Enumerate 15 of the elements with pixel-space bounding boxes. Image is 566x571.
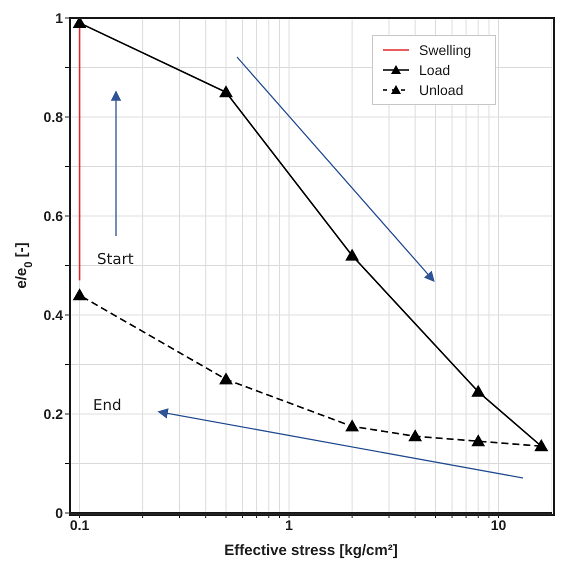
- x-tick-label: 1: [285, 516, 294, 533]
- y-tick-label: 0: [55, 504, 64, 521]
- annotation: Start: [97, 250, 134, 268]
- y-tick-label: 0.2: [44, 406, 64, 422]
- y-tick-label: 0.4: [44, 306, 64, 323]
- y-tick-label: 0.8: [44, 108, 64, 125]
- x-axis-title: Effective stress [kg/cm²]: [224, 542, 398, 559]
- x-tick-label: 0.1: [70, 516, 90, 533]
- legend-label: Swelling: [419, 41, 472, 60]
- x-tick-label: 10: [490, 516, 507, 533]
- y-tick-label: 0.6: [44, 208, 64, 224]
- legend-label: Load: [419, 61, 450, 80]
- annotation: End: [93, 396, 122, 414]
- legend-label: Unload: [419, 81, 464, 100]
- y-tick-label: 1: [55, 10, 64, 26]
